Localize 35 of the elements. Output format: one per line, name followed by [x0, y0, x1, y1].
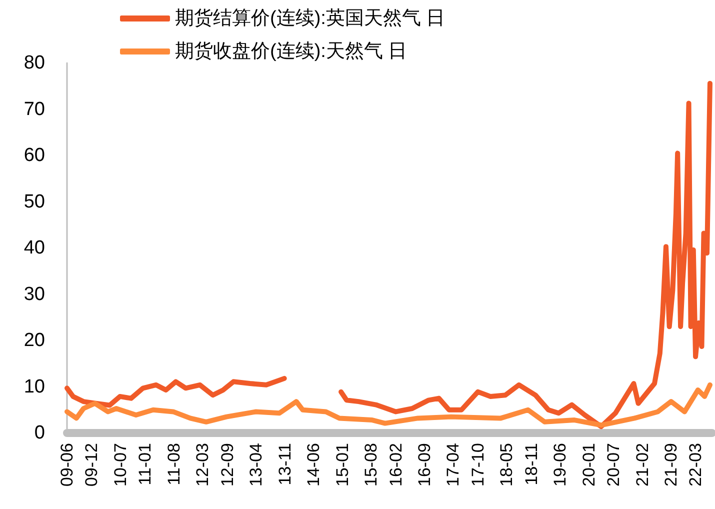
- x-tick-label: 10-07: [110, 443, 130, 486]
- y-tick-label: 10: [24, 376, 45, 398]
- y-tick-label: 0: [34, 422, 45, 444]
- y-tick-label: 80: [24, 52, 45, 74]
- x-tick-label: 13-11: [275, 443, 294, 486]
- x-tick-label: 20-01: [579, 443, 598, 486]
- x-tick-label: 09-06: [58, 443, 76, 486]
- x-tick-label: 12-09: [218, 443, 237, 486]
- x-tick-label: 19-06: [550, 443, 570, 486]
- x-tick-label: 11-08: [164, 443, 184, 486]
- y-tick-label: 40: [24, 238, 45, 258]
- x-tick-label: 13-04: [246, 443, 266, 486]
- x-tick-label: 09-12: [82, 443, 102, 486]
- x-tick-label: 22-03: [686, 443, 706, 486]
- legend-label: 期货收盘价(连续):天然气 日: [175, 41, 408, 62]
- x-tick-label: 16-09: [415, 443, 434, 486]
- y-tick-label: 70: [24, 98, 45, 120]
- y-tick-label: 50: [24, 191, 45, 212]
- x-tick-label: 21-02: [632, 443, 652, 486]
- x-tick-label: 12-03: [193, 443, 212, 486]
- x-tick-label: 18-05: [497, 443, 516, 486]
- x-tick-label: 17-04: [444, 443, 463, 486]
- x-tick-label: 21-09: [662, 443, 681, 486]
- y-tick-label: 30: [24, 284, 45, 305]
- x-tick-label: 20-07: [604, 443, 623, 486]
- x-tick-label: 16-02: [386, 443, 406, 486]
- x-tick-label: 15-01: [332, 443, 352, 486]
- legend-label: 期货结算价(连续):英国天然气 日: [175, 8, 446, 29]
- x-tick-label: 11-01: [136, 443, 155, 486]
- x-tick-label: 17-10: [468, 443, 488, 486]
- y-tick-label: 60: [24, 145, 45, 166]
- x-tick-label: 15-08: [362, 443, 381, 486]
- y-tick-label: 20: [24, 330, 45, 351]
- x-tick-label: 18-11: [522, 443, 541, 486]
- x-tick-label: 14-06: [304, 443, 323, 486]
